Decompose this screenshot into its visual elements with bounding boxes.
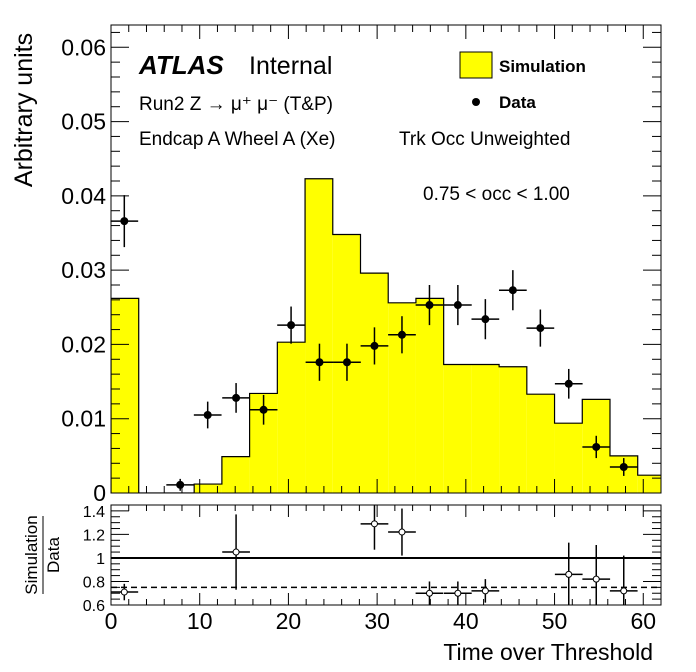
legend: Simulation Data	[459, 51, 586, 112]
main-y-tick-label: 0.02	[61, 331, 106, 357]
ratio-y-label-numerator: Simulation	[22, 515, 41, 594]
legend-data-label: Data	[499, 93, 536, 112]
x-tick-label: 50	[542, 608, 568, 634]
data-point	[232, 393, 241, 402]
x-tick-label: 20	[276, 608, 302, 634]
ratio-y-axis-label: Simulation Data	[22, 515, 63, 594]
main-y-tick-label: 0.06	[61, 34, 106, 60]
main-x-ticks	[110, 25, 662, 493]
weighting-label: Trk Occ Unweighted	[399, 129, 570, 150]
x-tick-label: 60	[630, 608, 656, 634]
sim-bin	[194, 484, 222, 493]
sim-bin	[305, 178, 333, 493]
data-point	[397, 330, 406, 339]
sim-bin	[526, 394, 555, 493]
data-point	[508, 286, 517, 295]
main-y-tick-label: 0.05	[61, 109, 106, 135]
data-point	[453, 301, 462, 310]
main-y-tick-label: 0.01	[61, 406, 106, 432]
data-point	[481, 315, 490, 324]
sim-bin	[443, 364, 472, 493]
ratio-point	[565, 570, 573, 578]
internal-label: Internal	[249, 52, 332, 80]
ratio-y-tick-label: 0.8	[83, 574, 105, 591]
ratio-x-ticks: 0 10 20 30 40 50 60	[105, 505, 662, 634]
data-point	[342, 358, 351, 367]
process-label: Run2 Z → μ⁺ μ⁻ (T&P)	[139, 94, 333, 115]
x-tick-label: 40	[453, 608, 479, 634]
data-point	[425, 301, 434, 310]
ratio-point	[398, 528, 406, 536]
data-point	[536, 324, 545, 333]
occupancy-label: 0.75 < occ < 1.00	[423, 184, 570, 205]
sim-bin	[221, 456, 250, 493]
ratio-frame	[110, 504, 662, 606]
region-label: Endcap A Wheel A (Xe)	[139, 129, 335, 150]
ratio-y-tick-label: 0.6	[83, 598, 105, 615]
ratio-points	[111, 505, 638, 605]
main-y-tick-label: 0	[93, 480, 106, 506]
data-point	[120, 217, 129, 226]
data-point	[176, 480, 185, 489]
ratio-point	[481, 587, 489, 595]
sim-bin	[499, 366, 527, 493]
ratio-point	[425, 589, 433, 597]
data-point	[592, 442, 601, 451]
data-point	[287, 321, 296, 330]
ratio-point	[120, 588, 128, 596]
ratio-y-label-denominator: Data	[44, 537, 63, 573]
legend-simulation-swatch	[459, 51, 493, 79]
sim-bin	[415, 298, 444, 493]
ratio-point	[620, 587, 628, 595]
data-point	[259, 405, 268, 414]
main-y-tick-label: 0.04	[61, 183, 106, 209]
ratio-reference-lines	[111, 556, 661, 589]
ratio-point	[454, 589, 462, 597]
data-points	[110, 195, 638, 491]
data-point	[619, 463, 628, 471]
ratio-y-ticks: 0.6 0.8 1 1.2 1.4	[83, 504, 661, 615]
sim-bin	[277, 342, 306, 493]
ratio-y-tick-label: 1.4	[83, 504, 105, 521]
x-tick-label: 10	[187, 608, 213, 634]
ratio-y-tick-label: 1.2	[83, 527, 105, 544]
sim-outline	[111, 178, 661, 493]
main-frame	[110, 24, 662, 494]
sim-bin	[360, 273, 389, 493]
simulation-histogram	[111, 178, 661, 493]
sim-bin	[471, 364, 500, 493]
main-y-axis-label: Arbitrary units	[10, 33, 38, 187]
ratio-point	[592, 575, 600, 583]
x-axis-label: Time over Threshold	[443, 639, 653, 665]
data-point	[564, 379, 573, 388]
data-point	[370, 341, 379, 350]
data-point	[315, 358, 324, 367]
data-point	[203, 411, 212, 419]
sim-bin	[111, 298, 139, 493]
legend-simulation-label: Simulation	[499, 57, 586, 76]
ratio-y-tick-label: 1	[96, 551, 105, 568]
x-tick-label: 30	[364, 608, 390, 634]
sim-bin	[554, 423, 583, 493]
atlas-label: ATLAS	[138, 50, 224, 80]
ratio-point	[232, 548, 240, 556]
main-y-ticks: 0 0.01 0.02 0.03 0.04 0.05 0.06	[61, 31, 661, 506]
x-tick-label: 0	[105, 608, 118, 634]
main-y-tick-label: 0.03	[61, 257, 106, 283]
legend-data-marker	[472, 98, 480, 106]
ratio-point	[370, 520, 378, 528]
